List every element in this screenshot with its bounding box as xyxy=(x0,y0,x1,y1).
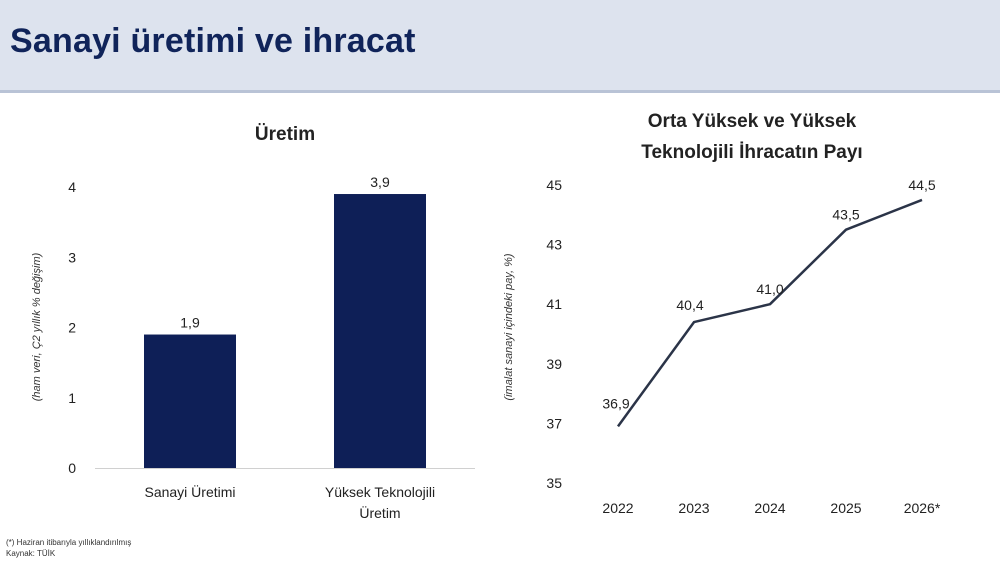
line-chart-title: Orta Yüksek ve Yüksek xyxy=(648,111,857,132)
line-y-axis-title: (imalat sanayi içindeki pay, %) xyxy=(503,253,515,400)
bar-y-tick-label: 1 xyxy=(68,390,76,406)
footnote-source: Kaynak: TÜİK xyxy=(6,549,56,558)
bar-y-tick-label: 3 xyxy=(68,249,76,265)
line-x-tick-label: 2025 xyxy=(830,500,861,516)
line-y-tick-label: 43 xyxy=(546,237,562,253)
line-y-tick-label: 37 xyxy=(546,415,562,431)
line-y-tick-label: 41 xyxy=(546,296,562,312)
line-y-tick-label: 35 xyxy=(546,475,562,491)
line-x-tick-label: 2024 xyxy=(754,500,785,516)
line-y-tick-label: 39 xyxy=(546,356,562,372)
line-data-label: 41,0 xyxy=(756,281,783,297)
line-data-label: 40,4 xyxy=(676,297,703,313)
bar-data-label: 3,9 xyxy=(370,174,390,190)
line-x-tick-label: 2023 xyxy=(678,500,709,516)
bar-category-label: Üretim xyxy=(359,504,400,521)
bar-chart-title: Üretim xyxy=(255,124,315,145)
bar xyxy=(334,194,426,468)
line-data-label: 44,5 xyxy=(908,177,935,193)
bar-category-label: Yüksek Teknolojili xyxy=(325,484,435,500)
header-bar: Sanayi üretimi ve ihracat xyxy=(0,0,1000,93)
bar-y-axis-title: (ham veri, Ç2 yıllık % değişim) xyxy=(31,252,43,401)
series-line xyxy=(616,198,923,428)
bar-category-label: Sanayi Üretimi xyxy=(144,483,235,500)
line-x-tick-label: 2026* xyxy=(904,500,941,516)
line-x-tick-label: 2022 xyxy=(602,500,633,516)
line-data-label: 43,5 xyxy=(832,207,859,223)
bar-y-tick-label: 2 xyxy=(68,320,76,336)
line-chart-title: Teknolojili İhracatın Payı xyxy=(641,142,862,163)
page-title: Sanayi üretimi ve ihracat xyxy=(10,22,416,60)
footnote-annualized: (*) Haziran itibarıyla yıllıklandırılmış xyxy=(6,538,132,547)
bar-y-tick-label: 0 xyxy=(68,460,76,476)
bar-data-label: 1,9 xyxy=(180,315,200,331)
line-y-tick-label: 45 xyxy=(546,177,562,193)
bar-y-tick-label: 4 xyxy=(68,179,76,195)
bar xyxy=(144,334,236,468)
line-data-label: 36,9 xyxy=(602,395,629,411)
